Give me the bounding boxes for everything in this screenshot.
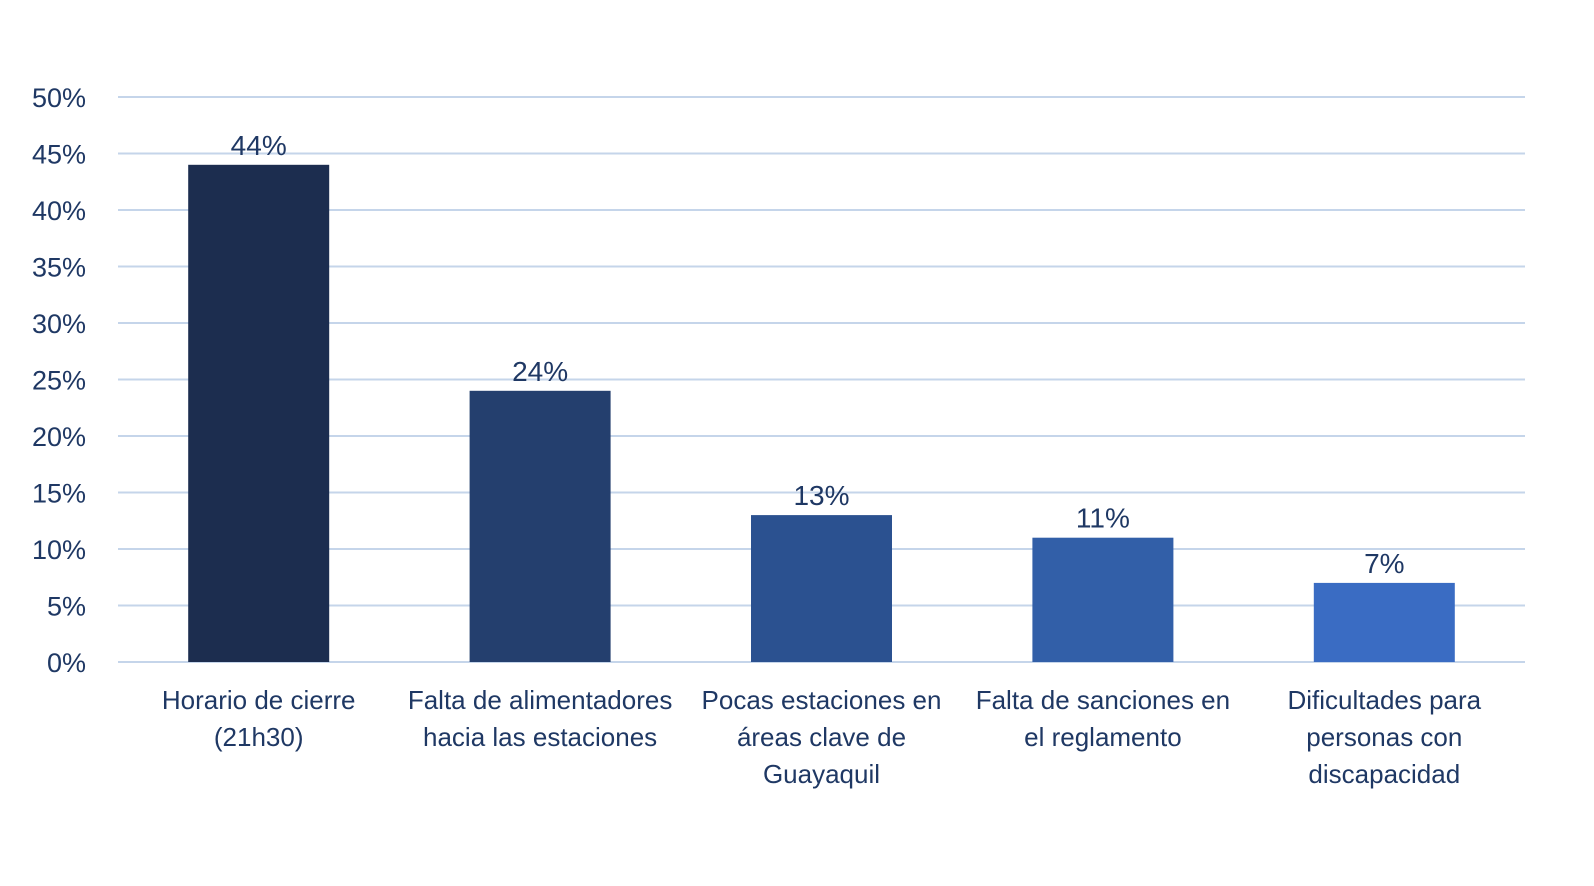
category-label-line: Pocas estaciones en bbox=[702, 685, 942, 715]
data-label: 24% bbox=[512, 356, 568, 387]
y-tick-label: 20% bbox=[32, 422, 86, 452]
y-tick-label: 30% bbox=[32, 309, 86, 339]
category-label-line: el reglamento bbox=[1024, 722, 1182, 752]
category-label: Pocas estaciones en áreas clave de Guayaqu… bbox=[702, 685, 942, 789]
data-label: 44% bbox=[231, 130, 287, 161]
category-label-line: Falta de alimentadores bbox=[408, 685, 672, 715]
category-label: Falta de alimentadores hacia las estacion… bbox=[408, 685, 672, 752]
data-label: 13% bbox=[793, 480, 849, 511]
category-label-line: Dificultades para bbox=[1287, 685, 1481, 715]
bar bbox=[751, 515, 892, 662]
data-label: 11% bbox=[1076, 503, 1130, 534]
y-tick-label: 10% bbox=[32, 535, 86, 565]
bar bbox=[469, 390, 611, 662]
data-label: 7% bbox=[1364, 548, 1404, 579]
category-label-line: áreas clave de bbox=[737, 722, 906, 752]
category-label-line: (21h30) bbox=[214, 722, 304, 752]
data-labels: 44% 24% 13% 11% 7% bbox=[231, 130, 1405, 579]
bar bbox=[188, 164, 330, 663]
bars bbox=[188, 164, 1455, 663]
y-tick-label: 15% bbox=[32, 479, 86, 509]
gridlines bbox=[118, 96, 1525, 663]
category-label-line: hacia las estaciones bbox=[423, 722, 657, 752]
y-tick-label: 40% bbox=[32, 196, 86, 226]
y-axis-tick-labels: 0% 5% 10% 15% 20% 25% 30% 35% 40% 45% 50% bbox=[32, 83, 86, 678]
category-label: Falta de sanciones en el reglamento bbox=[976, 685, 1230, 752]
y-tick-label: 5% bbox=[47, 592, 86, 622]
category-label: Dificultades para personas con discapacida… bbox=[1287, 685, 1481, 789]
bar bbox=[1032, 537, 1174, 662]
category-label-line: personas con bbox=[1306, 722, 1462, 752]
bar bbox=[1313, 582, 1455, 662]
category-label-line: Horario de cierre bbox=[162, 685, 356, 715]
category-label-line: discapacidad bbox=[1308, 759, 1460, 789]
y-tick-label: 35% bbox=[32, 253, 86, 283]
category-label: Horario de cierre (21h30) bbox=[162, 685, 356, 752]
category-label-line: Falta de sanciones en bbox=[976, 685, 1230, 715]
x-axis-category-labels: Horario de cierre (21h30) Falta de aliment… bbox=[162, 685, 1482, 789]
category-label-line: Guayaquil bbox=[763, 759, 880, 789]
y-tick-label: 0% bbox=[47, 648, 86, 678]
y-tick-label: 25% bbox=[32, 366, 86, 396]
y-tick-label: 45% bbox=[32, 140, 86, 170]
y-tick-label: 50% bbox=[32, 83, 86, 113]
